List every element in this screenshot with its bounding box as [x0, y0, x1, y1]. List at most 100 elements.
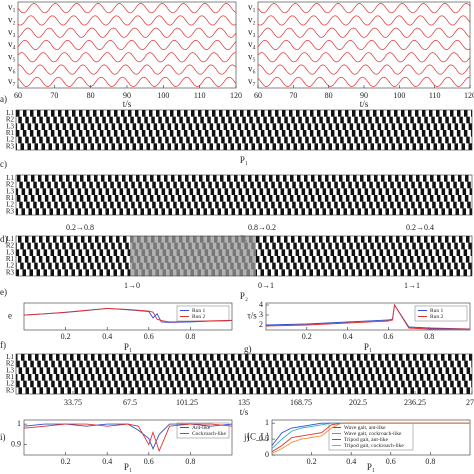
wave-trace — [17, 64, 237, 75]
row-label: R1 — [6, 255, 15, 263]
panel-label: e) — [0, 287, 7, 297]
legend-label: Tripod gait, cockroach-like — [344, 443, 404, 449]
y-label: v₄ — [8, 39, 16, 49]
x-tick-label: 270 — [466, 398, 474, 407]
x-axis-title: P₁ — [240, 155, 248, 165]
legend-label: Run 2 — [430, 314, 444, 320]
row-label: R2 — [6, 116, 15, 124]
panel-label: g) — [244, 344, 252, 354]
x-tick-label: 0.8 — [424, 332, 434, 341]
y-axis-title: ⟨C_L⟩ — [246, 432, 269, 442]
transition-label: 1→1 — [404, 281, 420, 290]
x-axis-title: P₁ — [124, 342, 132, 352]
panel-label: j) — [243, 432, 250, 442]
legend-label: Cockroach-like — [192, 431, 226, 437]
panel-label: f) — [0, 340, 6, 350]
transition-label: 0→1 — [258, 281, 274, 290]
row-label: R2 — [6, 181, 15, 189]
y-axis-title: τ/s — [247, 311, 257, 321]
x-tick-label: 80 — [325, 91, 333, 100]
row-label: L3 — [6, 248, 14, 256]
legend-label: Tripod gait, ant-like — [344, 437, 389, 443]
raster-row — [16, 116, 472, 124]
x-tick-label: 70 — [50, 91, 58, 100]
row-label: L3 — [6, 187, 14, 195]
row-label: L2 — [6, 380, 14, 388]
axes-frame — [271, 419, 471, 456]
row-label: R3 — [6, 268, 15, 276]
x-tick-label: 90 — [123, 91, 131, 100]
y-tick-label: 4 — [259, 300, 263, 309]
wave-trace — [257, 52, 471, 63]
series-line — [23, 307, 233, 323]
y-label: v₆ — [248, 64, 256, 74]
series-line — [265, 303, 470, 330]
wave-trace — [257, 3, 471, 14]
y-label: v₃ — [248, 27, 256, 37]
row-label: R2 — [6, 360, 15, 368]
x-tick-label: 0.6 — [144, 457, 154, 466]
y-label: v₅ — [8, 51, 16, 61]
transition-shade — [130, 236, 256, 276]
row-label: L2 — [6, 262, 14, 270]
axes-frame — [15, 109, 473, 151]
x-tick-label: 0.4 — [102, 457, 112, 466]
legend-label: Wave gait, ant-like — [344, 425, 386, 431]
legend-label: Run 1 — [430, 308, 444, 314]
panel-label: a) — [0, 94, 7, 104]
axes-frame — [257, 1, 471, 89]
x-axis-title: P₂ — [240, 291, 248, 301]
series-line — [23, 423, 233, 453]
wave-trace — [17, 39, 237, 51]
x-axis-title: t/s — [123, 99, 132, 109]
raster-row — [16, 374, 472, 381]
panel-label: i) — [0, 432, 6, 442]
wave-trace — [257, 27, 471, 38]
axes-frame — [17, 1, 237, 89]
y-label: v₁ — [8, 2, 16, 12]
x-tick-label: 110 — [429, 91, 441, 100]
x-tick-label: 0.4 — [343, 332, 353, 341]
transition-label: 0.2→0.4 — [406, 223, 434, 232]
raster-row — [16, 130, 472, 137]
x-tick-label: 60 — [14, 91, 22, 100]
raster-row — [16, 387, 472, 394]
x-tick-label: 0.4 — [102, 332, 112, 341]
transition-label: 0.8→0.2 — [248, 223, 276, 232]
x-axis-title: t/s — [360, 99, 369, 109]
wave-trace — [17, 3, 237, 14]
raster-row — [16, 208, 472, 215]
x-tick-label: 0.6 — [144, 332, 154, 341]
raster-row — [16, 354, 472, 361]
x-tick-label: 90 — [360, 91, 368, 100]
row-label: L1 — [6, 109, 14, 117]
row-label: R2 — [6, 242, 15, 250]
raster-row — [16, 201, 472, 209]
legend-label: Ant-like — [192, 425, 211, 431]
x-tick-label: 120 — [464, 91, 474, 100]
x-tick-label: 0.2 — [307, 457, 317, 466]
legend-label: Run 1 — [192, 308, 206, 314]
row-label: L2 — [6, 136, 14, 144]
y-tick-label: 0.5 — [259, 434, 269, 443]
y-label: v₄ — [248, 39, 256, 49]
x-tick-label: 135 — [238, 398, 250, 407]
y-label: v₆ — [8, 64, 16, 74]
raster-row — [16, 380, 472, 388]
x-tick-label: 120 — [230, 91, 242, 100]
y-label: v₁ — [248, 2, 256, 12]
row-label: R1 — [6, 373, 15, 381]
x-tick-label: 0.8 — [185, 457, 195, 466]
axes-frame — [15, 235, 473, 277]
x-tick-label: 100 — [157, 91, 169, 100]
raster-row — [16, 181, 472, 189]
x-tick-label: 0.2 — [61, 332, 71, 341]
x-tick-label: 80 — [87, 91, 95, 100]
raster-row — [16, 195, 472, 202]
axes-frame — [15, 174, 473, 216]
x-axis-title: P₁ — [124, 462, 132, 472]
y-axis-title: e — [8, 311, 12, 321]
y-label: v₃ — [8, 27, 16, 37]
x-axis-title: t/s — [240, 407, 249, 417]
